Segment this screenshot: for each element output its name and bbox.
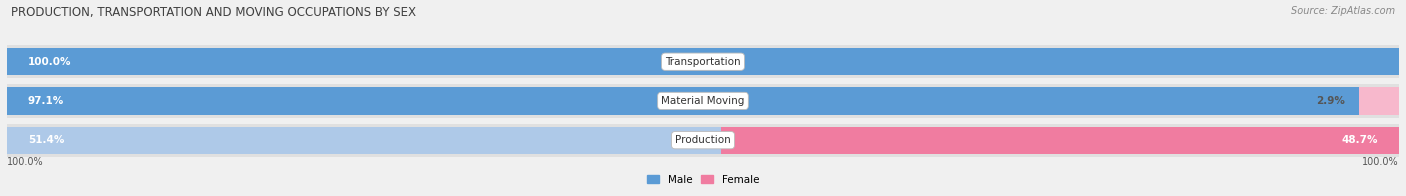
Bar: [7, 48, 1399, 75]
Text: 51.4%: 51.4%: [28, 135, 65, 145]
Text: 100.0%: 100.0%: [7, 157, 44, 167]
Text: 48.7%: 48.7%: [1341, 135, 1378, 145]
Bar: [721, 127, 1399, 154]
Text: Production: Production: [675, 135, 731, 145]
Bar: [7, 127, 723, 154]
Text: Source: ZipAtlas.com: Source: ZipAtlas.com: [1291, 6, 1395, 16]
Text: Transportation: Transportation: [665, 57, 741, 67]
Bar: [1358, 87, 1399, 115]
Legend: Male, Female: Male, Female: [643, 171, 763, 189]
Text: 97.1%: 97.1%: [28, 96, 65, 106]
Text: 2.9%: 2.9%: [1316, 96, 1344, 106]
Text: PRODUCTION, TRANSPORTATION AND MOVING OCCUPATIONS BY SEX: PRODUCTION, TRANSPORTATION AND MOVING OC…: [11, 6, 416, 19]
Text: 100.0%: 100.0%: [28, 57, 72, 67]
Bar: [7, 87, 1358, 115]
Text: 100.0%: 100.0%: [1362, 157, 1399, 167]
Text: Material Moving: Material Moving: [661, 96, 745, 106]
